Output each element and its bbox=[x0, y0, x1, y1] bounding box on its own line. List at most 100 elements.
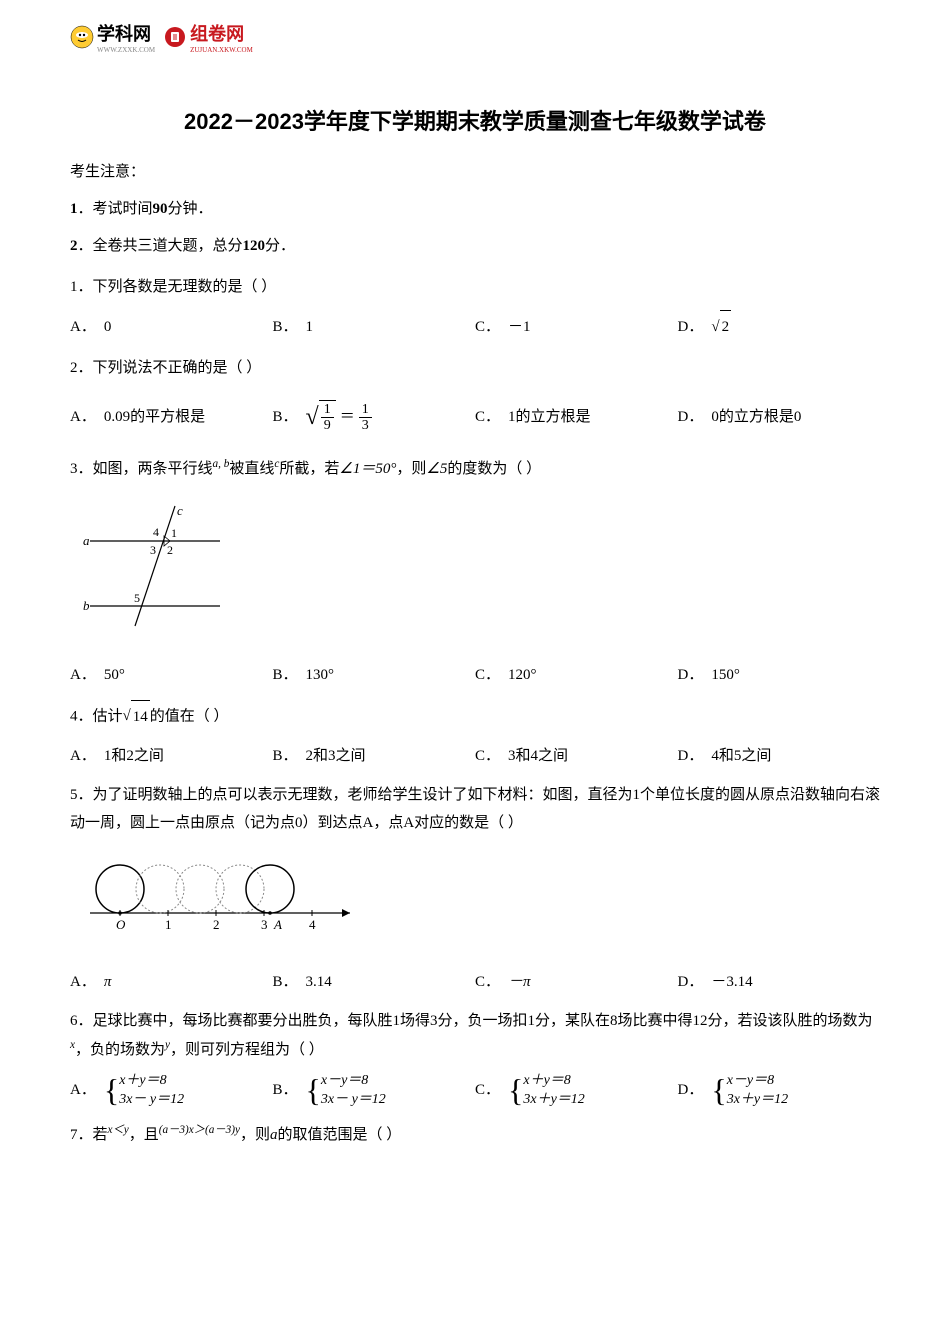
xueke-icon bbox=[70, 25, 94, 49]
q7-text: 7．若x＜y，且(a－3)x＞(a－3)y，则a的取值范围是（ ） bbox=[70, 1118, 880, 1152]
q1-optD-sqrt: 2 bbox=[720, 310, 732, 344]
q6-optC-eq1: x＋y＝8 bbox=[523, 1071, 584, 1091]
logo1-text: 学科网 bbox=[97, 24, 151, 44]
notes-heading: 考生注意： bbox=[70, 156, 880, 189]
q5-optD: D． －3.14 bbox=[678, 966, 881, 999]
note1-time: 90 bbox=[153, 201, 168, 217]
q7-mid2: ，则 bbox=[240, 1127, 270, 1143]
q1-options: A． 0 B． 1 C． －1 D． √2 bbox=[70, 310, 880, 344]
question-3: 3．如图，两条平行线a, b被直线c所截，若∠1＝50°，则∠5的度数为（ ） … bbox=[70, 452, 880, 692]
q3-optD-label: D． bbox=[678, 659, 704, 692]
q1-optC: C． －1 bbox=[475, 310, 678, 344]
q1-optB: B． 1 bbox=[273, 310, 476, 344]
q2-optB-rhs-den: 3 bbox=[359, 418, 372, 433]
q3-text: 3．如图，两条平行线a, b被直线c所截，若∠1＝50°，则∠5的度数为（ ） bbox=[70, 452, 880, 486]
svg-text:4: 4 bbox=[153, 525, 159, 539]
note2-score: 120 bbox=[243, 238, 266, 254]
q6-optC-eq2: 3x＋y＝12 bbox=[523, 1090, 584, 1110]
q6-optD-eq1: x－y＝8 bbox=[727, 1071, 788, 1091]
q6-pre: 6．足球比赛中，每场比赛都要分出胜负，每队胜1场得3分，负一场扣1分，某队在8场… bbox=[70, 1013, 873, 1029]
sqrt-icon: √14 bbox=[123, 700, 150, 734]
q3-pre: 3．如图，两条平行线 bbox=[70, 461, 213, 477]
svg-text:3: 3 bbox=[261, 917, 268, 932]
q6-mid: ，负的场数为 bbox=[75, 1042, 165, 1058]
q5-optA-val: π bbox=[104, 966, 112, 999]
q3-options: A． 50° B． 130° C． 120° D． 150° bbox=[70, 659, 880, 692]
svg-text:3: 3 bbox=[150, 543, 156, 557]
q5-optD-label: D． bbox=[678, 966, 704, 999]
q1-optA-label: A． bbox=[70, 311, 96, 344]
svg-text:c: c bbox=[177, 503, 183, 518]
q5-optC-val: －π bbox=[508, 966, 531, 999]
q4-sqrt: 14 bbox=[131, 700, 150, 734]
logo2-text: 组卷网 bbox=[190, 24, 244, 44]
sqrt-icon: √2 bbox=[711, 310, 731, 344]
q5-options: A． π B． 3.14 C． －π D． －3.14 bbox=[70, 966, 880, 999]
q4-optA-label: A． bbox=[70, 740, 96, 773]
q7-mid: ，且 bbox=[129, 1127, 159, 1143]
q3-optA-val: 50° bbox=[104, 659, 125, 692]
q1-optA-val: 0 bbox=[104, 311, 112, 344]
q1-optB-label: B． bbox=[273, 311, 298, 344]
q3-optB: B． 130° bbox=[273, 659, 476, 692]
q6-optA-label: A． bbox=[70, 1074, 96, 1107]
q2-optC: C． 1的立方根是 bbox=[475, 391, 678, 444]
q3-optC-label: C． bbox=[475, 659, 500, 692]
q4-optC-val: 3和4之间 bbox=[508, 740, 568, 773]
zujuan-icon bbox=[163, 25, 187, 49]
note1-suffix: 分钟． bbox=[168, 201, 213, 217]
svg-text:O: O bbox=[116, 917, 126, 932]
q6-optA: A． { x＋y＝8 3x－ y＝12 bbox=[70, 1071, 273, 1110]
q6-optA-eq2: 3x－ y＝12 bbox=[119, 1090, 184, 1110]
frac-1-3: 1 3 bbox=[359, 402, 372, 434]
question-1: 1．下列各数是无理数的是（ ） A． 0 B． 1 C． －1 D． √2 bbox=[70, 271, 880, 344]
question-7: 7．若x＜y，且(a－3)x＞(a－3)y，则a的取值范围是（ ） bbox=[70, 1118, 880, 1152]
q1-optC-val: －1 bbox=[508, 311, 531, 344]
q3-mid3: ，则 bbox=[396, 461, 426, 477]
question-2: 2．下列说法不正确的是（ ） A． 0.09的平方根是 B． √ 1 9 bbox=[70, 352, 880, 444]
q3-figure: a b c 1 2 3 4 5 bbox=[80, 501, 880, 644]
svg-text:1: 1 bbox=[165, 917, 172, 932]
q4-optA: A． 1和2之间 bbox=[70, 740, 273, 773]
q1-optD: D． √2 bbox=[678, 310, 881, 344]
q4-optD-label: D． bbox=[678, 740, 704, 773]
svg-text:2: 2 bbox=[167, 543, 173, 557]
q3-optA: A． 50° bbox=[70, 659, 273, 692]
question-4: 4．估计√14的值在（ ） A． 1和2之间 B． 2和3之间 C． 3和4之间… bbox=[70, 700, 880, 773]
svg-text:1: 1 bbox=[171, 526, 177, 540]
q2-optB-rhs-num: 1 bbox=[359, 402, 372, 418]
q1-optD-label: D． bbox=[678, 311, 704, 344]
q6-optD-eq2: 3x＋y＝12 bbox=[727, 1090, 788, 1110]
q3-mid2: 所截，若 bbox=[279, 461, 339, 477]
q3-mid: 被直线 bbox=[229, 461, 274, 477]
q4-optC-label: C． bbox=[475, 740, 500, 773]
q4-optD-val: 4和5之间 bbox=[711, 740, 771, 773]
q2-optC-text: 1的立方根是 bbox=[508, 401, 591, 434]
q7-cond2: (a－3)x＞(a－3)y bbox=[159, 1124, 240, 1136]
svg-text:5: 5 bbox=[134, 591, 140, 605]
q6-optD-label: D． bbox=[678, 1074, 704, 1107]
q6-optC-label: C． bbox=[475, 1074, 500, 1107]
header-logos: 学科网 WWW.ZXXK.COM 组卷网 ZUJUAN.XKW.COM bbox=[70, 20, 880, 54]
q3-angle1: ∠1＝50° bbox=[339, 461, 396, 477]
q4-options: A． 1和2之间 B． 2和3之间 C． 3和4之间 D． 4和5之间 bbox=[70, 740, 880, 773]
q2-optB-num: 1 bbox=[321, 402, 334, 418]
q3-optB-val: 130° bbox=[306, 659, 335, 692]
q4-text: 4．估计√14的值在（ ） bbox=[70, 700, 880, 734]
q2-options: A． 0.09的平方根是 B． √ 1 9 ＝ 1 3 bbox=[70, 391, 880, 444]
q5-optD-val: －3.14 bbox=[711, 966, 752, 999]
q2-optB-eq: ＝ bbox=[340, 401, 355, 434]
q5-optB-val: 3.14 bbox=[306, 966, 332, 999]
svg-text:a: a bbox=[83, 533, 90, 548]
q5-optC-label: C． bbox=[475, 966, 500, 999]
q3-optC-val: 120° bbox=[508, 659, 537, 692]
q5-optB-label: B． bbox=[273, 966, 298, 999]
q4-optA-val: 1和2之间 bbox=[104, 740, 164, 773]
q5-optA: A． π bbox=[70, 966, 273, 999]
q2-optB-label: B． bbox=[273, 401, 298, 434]
q4-optC: C． 3和4之间 bbox=[475, 740, 678, 773]
content: 考生注意： 1．考试时间90分钟． 2．全卷共三道大题，总分120分． 1．下列… bbox=[70, 156, 880, 1152]
question-5: 5．为了证明数轴上的点可以表示无理数，老师给学生设计了如下材料：如图，直径为1个… bbox=[70, 781, 880, 999]
q2-optD: D． 0的立方根是0 bbox=[678, 391, 881, 444]
q6-optD: D． { x－y＝8 3x＋y＝12 bbox=[678, 1071, 881, 1110]
